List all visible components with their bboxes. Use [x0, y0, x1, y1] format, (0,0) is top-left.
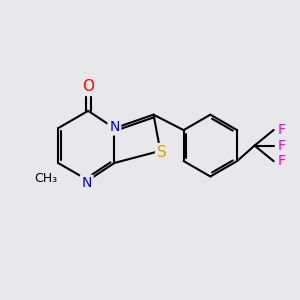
Text: S: S [157, 145, 167, 160]
Text: O: O [82, 79, 94, 94]
Text: F: F [278, 139, 286, 153]
Text: F: F [278, 154, 286, 168]
Text: N: N [109, 120, 120, 134]
Text: F: F [278, 123, 286, 137]
Text: N: N [82, 176, 92, 190]
Text: CH₃: CH₃ [34, 172, 57, 185]
